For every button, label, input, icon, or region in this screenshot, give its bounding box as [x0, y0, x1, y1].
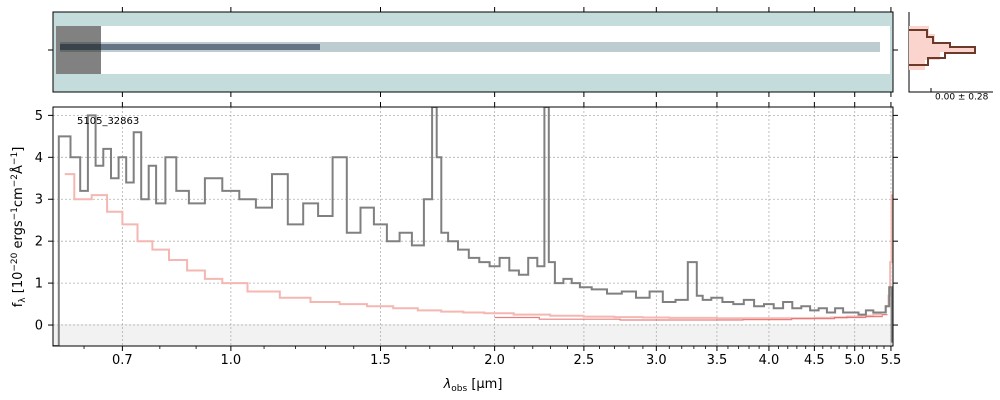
y-tick-label: 1 [35, 277, 43, 292]
flux-spectrum-line [53, 107, 893, 346]
y-axis-label: fλ [10−20 ergs−1cm−2Å−1] [10, 147, 28, 308]
x-tick-label: 4.5 [804, 353, 825, 368]
main-plot: 0.7 1.0 1.5 2.0 2.5 3.0 3.5 4.0 4.5 5.0 5.5012345 … [10, 102, 901, 394]
y-tick-label: 3 [35, 193, 43, 208]
x-axis-label-symbol: λ [443, 377, 452, 392]
y-axis-label-unit-a: [10 [11, 272, 26, 298]
y-axis-label-unit-b: ergs [11, 220, 26, 252]
model-spectrum-line [494, 314, 888, 321]
object-label: 5105_32863 [77, 116, 139, 127]
y-tick-label: 2 [35, 235, 43, 250]
x-axis-label-subscript: obs [451, 384, 467, 394]
negative-flux-shade [53, 324, 893, 346]
x-axis-label: λobs [μm] [443, 377, 503, 394]
error-spectrum-line [64, 173, 893, 320]
spectrum-2d-ticks [48, 7, 898, 97]
y-axis-label-subscript: λ [18, 297, 28, 303]
x-tick-label: 3.5 [707, 353, 728, 368]
profile-fill [909, 26, 975, 70]
y-axis-label-unit-d: Å [10, 165, 26, 174]
y-axis-label-exp-a: −20 [10, 252, 20, 271]
plot-area [53, 107, 893, 346]
profile-line [909, 29, 976, 66]
y-tick-label: 0 [35, 319, 43, 334]
x-tick-label: 1.5 [370, 353, 391, 368]
spectrum-2d-panel [48, 7, 898, 97]
profile-inset: 0.00 ± 0.28 [908, 12, 993, 103]
x-axis-label-unit: [μm] [467, 377, 502, 392]
y-tick-label: 4 [35, 151, 43, 166]
axis-ticks: 0.7 1.0 1.5 2.0 2.5 3.0 3.5 4.0 4.5 5.0 5.5 0 1 2 3 4 5 [35, 102, 902, 368]
y-tick-label: 5 [35, 109, 43, 124]
y-axis-label-symbol: f [11, 302, 26, 307]
spectrum-2d-trace-dark [60, 44, 320, 50]
x-tick-label: 5.0 [844, 353, 865, 368]
x-tick-label: 1.0 [221, 353, 242, 368]
y-axis-label-unit-c: cm [11, 187, 26, 207]
y-axis-label-exp-d: −1 [10, 152, 20, 165]
y-axis-label-exp-c: −2 [10, 174, 20, 187]
plot-frame [52, 106, 894, 347]
y-axis-label-unit-e: ] [11, 147, 26, 152]
plot-grid [53, 107, 893, 346]
x-tick-label: 0.7 [112, 353, 133, 368]
x-tick-label: 2.0 [484, 353, 505, 368]
x-tick-label: 5.5 [881, 353, 902, 368]
x-tick-label: 2.5 [574, 353, 595, 368]
profile-inset-label: 0.00 ± 0.28 [935, 93, 989, 103]
x-tick-label: 4.0 [759, 353, 780, 368]
x-tick-label: 3.0 [646, 353, 667, 368]
spectrum-2d-trace-core [60, 42, 880, 52]
y-axis-label-exp-b: −1 [10, 207, 20, 220]
spectrum-2d-noisy-edge [56, 26, 101, 74]
